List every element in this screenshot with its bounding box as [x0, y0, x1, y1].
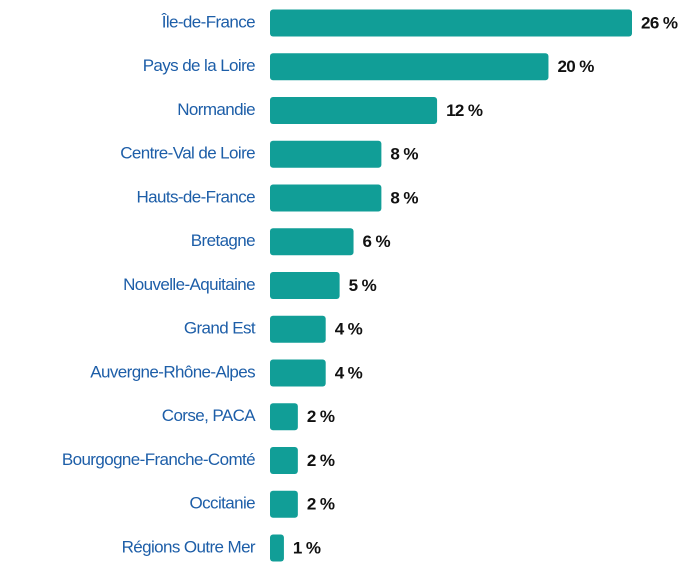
- value-label: 20 %: [557, 57, 594, 76]
- bar: [270, 359, 326, 387]
- value-label: 8 %: [390, 145, 418, 164]
- bar: [270, 403, 298, 431]
- value-label: 4 %: [335, 363, 363, 382]
- bar: [270, 184, 382, 212]
- bar: [270, 490, 298, 518]
- category-label: Grand Est: [184, 319, 256, 338]
- category-label: Bretagne: [191, 231, 255, 250]
- category-label: Hauts-de-France: [136, 187, 255, 206]
- category-label: Régions Outre Mer: [122, 537, 256, 556]
- category-label: Occitanie: [190, 494, 256, 513]
- category-label: Centre-Val de Loire: [120, 144, 255, 163]
- bar: [270, 97, 438, 124]
- category-label: Île-de-France: [161, 12, 255, 31]
- bar: [270, 9, 632, 37]
- bar: [270, 534, 284, 562]
- value-label: 26 %: [641, 13, 678, 32]
- bar: [270, 272, 340, 299]
- category-label: Normandie: [177, 100, 255, 119]
- category-label: Corse, PACA: [162, 406, 256, 425]
- category-label: Bourgogne-Franche-Comté: [62, 450, 255, 469]
- value-label: 2 %: [307, 451, 335, 470]
- category-label: Pays de la Loire: [143, 56, 255, 75]
- value-label: 1 %: [293, 538, 321, 557]
- category-label: Nouvelle-Aquitaine: [123, 275, 255, 294]
- value-label: 12 %: [446, 101, 483, 120]
- bar: [270, 53, 549, 81]
- value-label: 4 %: [335, 320, 363, 339]
- value-label: 2 %: [307, 495, 335, 514]
- value-label: 5 %: [349, 276, 377, 295]
- value-label: 2 %: [307, 407, 335, 426]
- bar: [270, 447, 298, 474]
- bar: [270, 228, 354, 256]
- bar: [270, 140, 382, 168]
- bar: [270, 315, 326, 343]
- value-label: 6 %: [363, 232, 391, 251]
- value-label: 8 %: [390, 188, 418, 207]
- category-label: Auvergne-Rhône-Alpes: [90, 362, 255, 381]
